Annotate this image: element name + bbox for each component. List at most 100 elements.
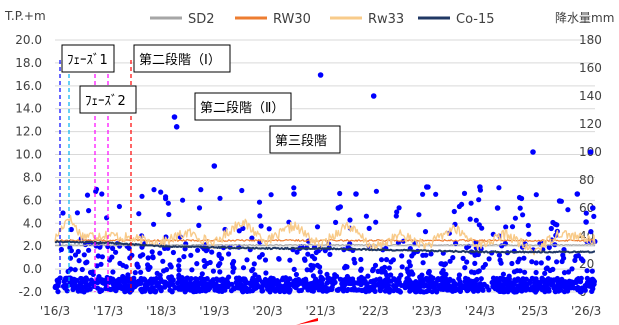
rain-point — [281, 289, 287, 295]
rain-point — [314, 262, 321, 268]
rain-point — [573, 253, 579, 259]
phase-label: ﾌｪｰｽﾞ2 — [85, 94, 126, 109]
rain-point — [496, 185, 502, 191]
rain-point — [201, 258, 207, 264]
rain-point — [569, 282, 575, 288]
rain-point — [165, 200, 171, 206]
rain-point — [231, 258, 237, 265]
legend-label: Rw33 — [368, 12, 404, 27]
rain-point — [417, 289, 424, 295]
rain-point — [226, 251, 232, 257]
rain-point — [328, 277, 334, 283]
rain-point — [407, 278, 413, 284]
rain-point — [500, 271, 506, 277]
rain-point — [336, 286, 342, 292]
rain-point — [138, 269, 144, 275]
y-tick-left: -2.0 — [19, 285, 42, 299]
rain-point — [443, 276, 449, 282]
rain-point — [239, 187, 245, 194]
rain-point — [125, 277, 131, 284]
rain-point — [554, 275, 561, 282]
rain-point-peak — [353, 191, 359, 197]
rain-point — [426, 268, 432, 275]
rain-point — [433, 191, 439, 197]
rain-point — [447, 258, 453, 264]
rain-point-peak — [171, 114, 178, 120]
rain-point — [530, 287, 536, 293]
rain-point — [378, 257, 385, 263]
phase-annotations: ﾌｪｰｽﾞ1 ﾌｪｰｽﾞ2 第二段階（Ⅰ） 第二段階（Ⅱ） 第三段階 — [61, 44, 341, 154]
rain-point — [210, 268, 216, 274]
rain-point — [533, 260, 539, 266]
rain-point — [370, 266, 376, 272]
rain-point — [522, 269, 528, 275]
rain-point — [176, 267, 182, 273]
rain-point — [189, 267, 195, 273]
rain-point — [423, 282, 429, 288]
rain-point — [538, 285, 545, 291]
rain-point — [176, 257, 182, 263]
rain-point — [378, 269, 385, 275]
rain-point — [240, 265, 247, 271]
rain-point — [517, 268, 523, 274]
rain-point — [216, 252, 222, 259]
rain-point — [451, 208, 457, 215]
rain-point — [423, 288, 429, 295]
rain-point-peak — [424, 184, 430, 190]
rain-point — [452, 282, 458, 288]
rain-point — [240, 285, 246, 291]
rain-point-peak — [530, 149, 536, 155]
rain-point — [64, 275, 70, 281]
rain-point — [108, 275, 114, 281]
rain-point — [545, 255, 551, 261]
rain-point — [242, 276, 248, 282]
rain-point — [396, 288, 402, 294]
rain-point — [293, 271, 299, 278]
rain-point — [134, 261, 140, 267]
rain-point — [209, 249, 215, 255]
rain-point — [123, 264, 129, 270]
rain-point — [305, 287, 311, 293]
rain-point-peak — [370, 93, 377, 99]
rain-point-peak — [211, 163, 218, 169]
rain-point — [106, 286, 112, 292]
phase-label-box — [194, 92, 292, 121]
rain-point — [305, 251, 311, 257]
rain-point — [268, 192, 274, 198]
rain-point — [240, 225, 246, 231]
rain-point — [244, 257, 250, 263]
rain-point — [420, 260, 426, 266]
rain-point — [153, 275, 160, 282]
rain-point — [484, 284, 490, 290]
rain-point — [110, 269, 116, 275]
y-tick-left: 14.0 — [15, 102, 42, 116]
rain-point — [459, 201, 465, 207]
rain-point — [226, 274, 232, 280]
rain-point — [176, 272, 182, 278]
rain-point — [373, 188, 379, 194]
rain-point — [486, 256, 492, 262]
rain-point — [86, 247, 92, 253]
x-tick: '18/3 — [146, 304, 176, 318]
rain-point — [370, 278, 377, 284]
rain-point — [142, 282, 148, 288]
legend-label: RW30 — [273, 12, 311, 27]
rain-point — [302, 257, 308, 263]
rain-point — [560, 252, 566, 258]
rain-point — [210, 277, 216, 283]
rain-point — [377, 286, 383, 292]
rain-point — [588, 229, 594, 235]
rain-point — [525, 286, 531, 292]
rain-point — [157, 272, 163, 278]
rain-point — [79, 266, 85, 273]
rain-point — [520, 212, 526, 218]
rain-point — [160, 258, 166, 264]
y-tick-left: 0.0 — [23, 262, 42, 276]
rain-point — [565, 269, 572, 275]
rain-point — [287, 257, 293, 263]
rain-point — [337, 190, 343, 197]
rain-point — [138, 275, 144, 282]
cursor-arrow-icon — [296, 318, 318, 325]
rain-point-peak — [574, 191, 581, 197]
rain-point — [198, 187, 204, 193]
